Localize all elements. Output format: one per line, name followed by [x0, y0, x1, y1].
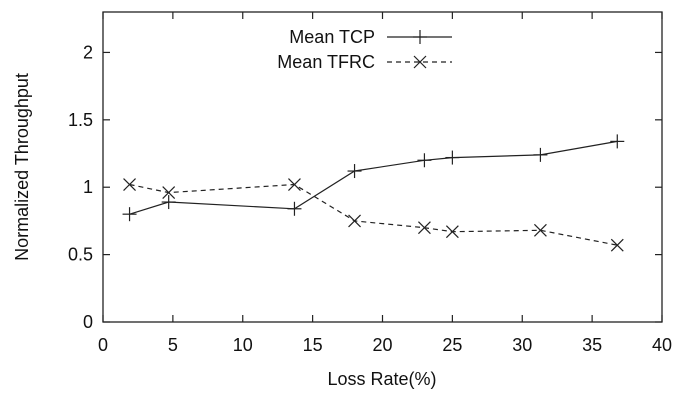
data-point-mean-tfrc	[123, 178, 136, 191]
data-point-mean-tcp	[161, 195, 176, 210]
series-line-mean-tfrc	[129, 183, 618, 246]
y-tick-label: 2	[83, 42, 93, 62]
x-axis-title: Loss Rate(%)	[327, 369, 436, 389]
x-tick-label: 15	[303, 335, 323, 355]
data-point-mean-tfrc	[288, 178, 301, 191]
data-point-mean-tcp	[287, 201, 302, 216]
data-point-mean-tfrc	[533, 223, 547, 237]
x-tick-label: 30	[512, 335, 532, 355]
data-point-mean-tfrc	[610, 238, 624, 252]
data-point-mean-tcp	[610, 134, 625, 149]
series-line-mean-tcp	[129, 140, 618, 215]
data-point-mean-tcp	[533, 147, 548, 162]
legend-marker-mean-tfrc	[413, 55, 427, 69]
legend-label-mean-tfrc: Mean TFRC	[277, 52, 375, 72]
y-tick-label: 1	[83, 177, 93, 197]
legend-label-mean-tcp: Mean TCP	[289, 27, 375, 47]
y-tick-label: 0	[83, 312, 93, 332]
data-point-mean-tfrc	[162, 186, 176, 200]
data-point-mean-tfrc	[445, 225, 459, 239]
x-axis-ticks: 0 5 10 15 20 25 30 35 40	[98, 12, 672, 355]
x-tick-label: 40	[652, 335, 672, 355]
y-axis-ticks: 0 0.5 1 1.5 2	[68, 42, 662, 332]
x-tick-label: 20	[372, 335, 392, 355]
data-point-mean-tcp	[417, 153, 432, 168]
legend-marker-mean-tcp	[413, 30, 427, 44]
data-point-mean-tfrc	[418, 221, 431, 235]
data-point-mean-tcp	[347, 164, 362, 179]
x-tick-label: 10	[233, 335, 253, 355]
x-tick-label: 5	[168, 335, 178, 355]
x-tick-label: 0	[98, 335, 108, 355]
data-point-mean-tfrc	[348, 214, 361, 228]
data-point-mean-tcp	[122, 207, 137, 222]
legend: Mean TCP Mean TFRC	[277, 27, 452, 72]
x-tick-label: 35	[582, 335, 602, 355]
series-layer	[122, 134, 625, 252]
y-axis-title: Normalized Throughput	[12, 73, 32, 261]
y-tick-label: 1.5	[68, 110, 93, 130]
x-tick-label: 25	[442, 335, 462, 355]
y-tick-label: 0.5	[68, 245, 93, 265]
data-point-mean-tcp	[445, 150, 460, 165]
